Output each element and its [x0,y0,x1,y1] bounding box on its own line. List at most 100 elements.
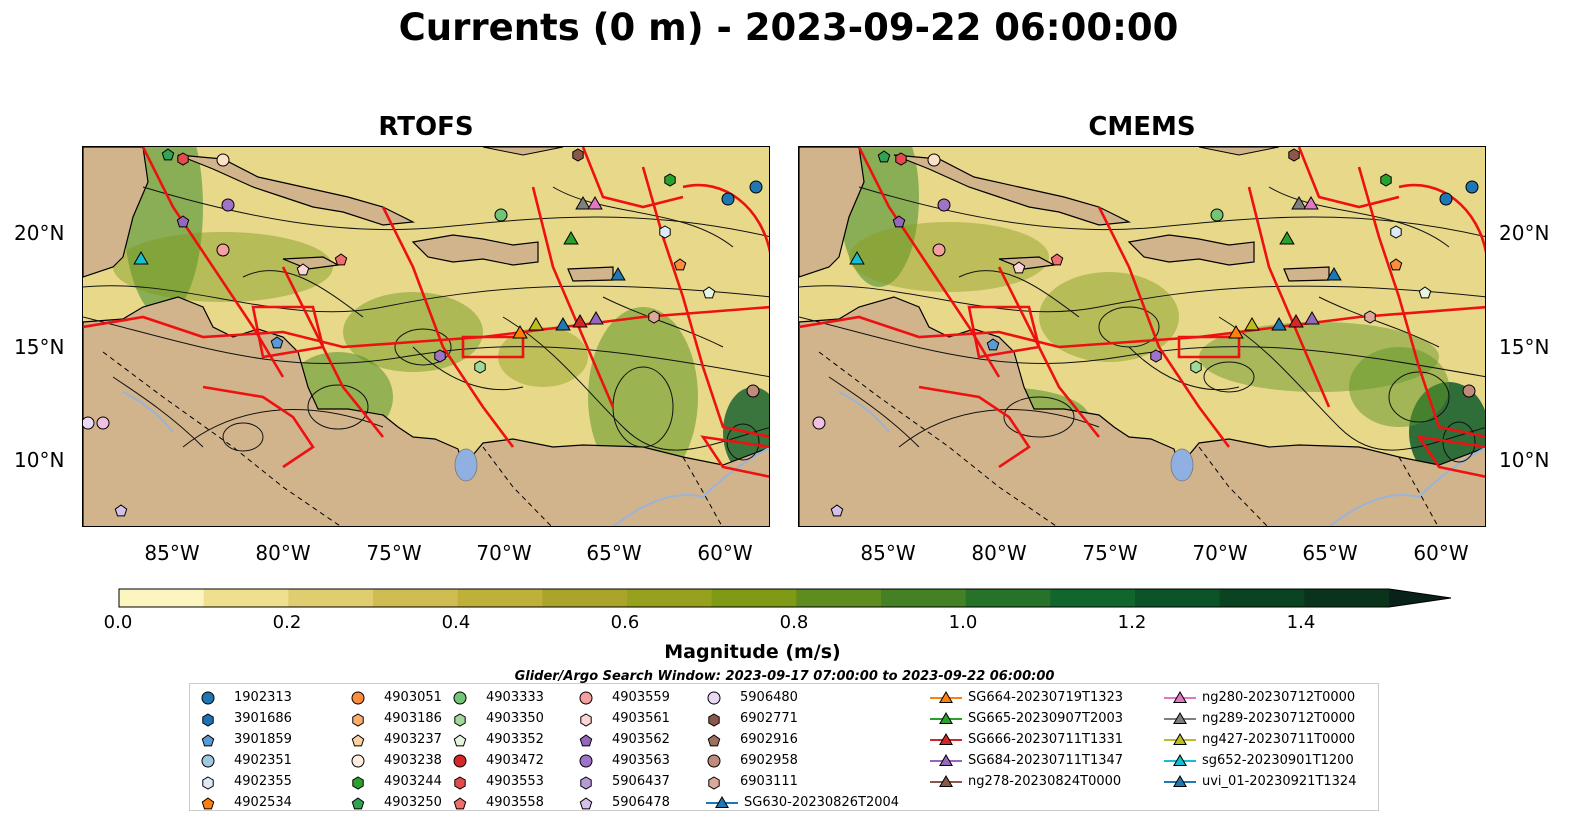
legend-label: 4902351 [234,753,292,768]
argo-float-pentagon-marker [1418,286,1432,299]
legend-entry: ng427-20230711T0000 [1164,729,1355,750]
legend-entry: 5906480 [706,687,798,708]
lat-label-15n-right: 15°N [1499,335,1550,359]
glider-marker [610,266,626,281]
legend-entry: 6903111 [706,771,798,792]
lon-label-80w-left: 80°W [255,541,311,565]
current-streamline [242,270,364,318]
lon-label-65w-left: 65°W [586,541,642,565]
colorbar-bin [1135,589,1221,607]
legend-label: 4903237 [384,732,442,747]
glider-marker [588,310,604,325]
legend-entry: 4903186 [350,708,442,729]
bahamas-land [482,147,564,156]
argo-float-hexagon-marker [1288,148,1300,162]
eez-boundary-line [83,305,769,349]
legend-entry: 5906478 [578,792,670,813]
legend-label: 4903350 [486,711,544,726]
argo-float-hexagon-marker [474,360,486,374]
south-america-central-america-land [799,296,1485,526]
eez-boundary-line [141,147,285,378]
current-streamline [799,316,1485,378]
legend-label: 5906437 [612,774,670,789]
current-eddy [726,423,760,461]
legend-entry: 6902771 [706,708,798,729]
puerto-rico-land [1283,266,1330,282]
legend-entry: 1902313 [200,687,292,708]
colorbar-tick-0-2: 0.2 [272,612,302,633]
argo-circle-icon [453,754,467,767]
eez-boundary-line [1357,166,1485,438]
argo-pentagon-icon [351,796,365,809]
legend-label: 4903244 [384,774,442,789]
glider-marker [849,250,865,265]
glider-marker [1303,195,1319,210]
argo-circle-icon [201,754,215,767]
legend-label: ng289-20230712T0000 [1202,711,1356,726]
national-border [102,351,341,526]
argo-pentagon-icon [351,733,365,746]
eez-boundary-line [799,305,1485,349]
legend-label: 6902916 [740,732,798,747]
argo-circle-icon [707,754,721,767]
legend-entry: SG664-20230719T1323 [930,687,1123,708]
argo-float-circle-marker [1462,384,1476,398]
legend-label: 4903250 [384,795,442,810]
argo-hexagon-icon [580,712,592,727]
argo-float-circle-marker [932,243,946,257]
argo-float-pentagon-marker [176,215,190,228]
legend-entry: 5906437 [578,771,670,792]
argo-float-hexagon-marker [434,349,446,363]
legend-label: ng280-20230712T0000 [1202,690,1356,705]
glider-triangle-icon [930,774,962,787]
colorbar-label: Magnitude (m/s) [664,641,841,663]
panel-title-rtofs: RTOFS [378,112,474,142]
argo-float-circle-marker [1465,180,1479,194]
argo-hexagon-icon [202,775,214,790]
argo-float-pentagon-marker [270,336,284,349]
colorbar-extend-arrow [1389,589,1451,607]
current-streamline [858,186,1485,238]
current-eddy [394,328,452,366]
legend-entry: 4902534 [200,792,292,813]
legend-label: 3901859 [234,732,292,747]
current-eddy [1388,371,1450,423]
legend-label: 4902355 [234,774,292,789]
glider-marker [575,195,591,210]
colorbar-bin [881,589,967,607]
argo-float-pentagon-marker [161,148,175,161]
lon-label-65w-right: 65°W [1302,541,1358,565]
argo-float-pentagon-marker [296,263,310,276]
map-panel-cmems[interactable] [798,146,1486,527]
lon-label-85w-left: 85°W [144,541,200,565]
argo-float-circle-marker [494,208,508,222]
figure-title: Currents (0 m) - 2023-09-22 06:00:00 [398,6,1179,49]
eez-boundary-line [251,305,325,359]
eez-boundary-line [461,335,525,359]
lon-label-75w-left: 75°W [366,541,422,565]
glider-marker [512,324,528,339]
argo-float-pentagon-marker [1389,258,1403,271]
legend-entry: 4903558 [452,792,544,813]
argo-circle-icon [579,754,593,767]
legend-label: 4903333 [486,690,544,705]
current-speed-region [1349,347,1449,427]
argo-float-pentagon-marker [702,286,716,299]
legend-label: 4902534 [234,795,292,810]
glider-marker [133,250,149,265]
eez-boundary-line [1416,435,1485,478]
current-eddy [1003,396,1075,438]
legend-entry: 3901859 [200,729,292,750]
colorbar-bin [119,589,205,607]
argo-hexagon-icon [352,775,364,790]
argo-pentagon-icon [201,733,215,746]
current-streamline [1218,316,1485,451]
argo-float-hexagon-marker [664,173,676,187]
legend-entry: SG665-20230907T2003 [930,708,1123,729]
orinoco-river [612,446,769,526]
argo-float-pentagon-marker [892,215,906,228]
yucatan-land [799,147,865,278]
map-panel-rtofs[interactable] [82,146,770,527]
current-streamline [182,409,384,448]
legend-entry: uvi_01-20230921T1324 [1164,771,1356,792]
